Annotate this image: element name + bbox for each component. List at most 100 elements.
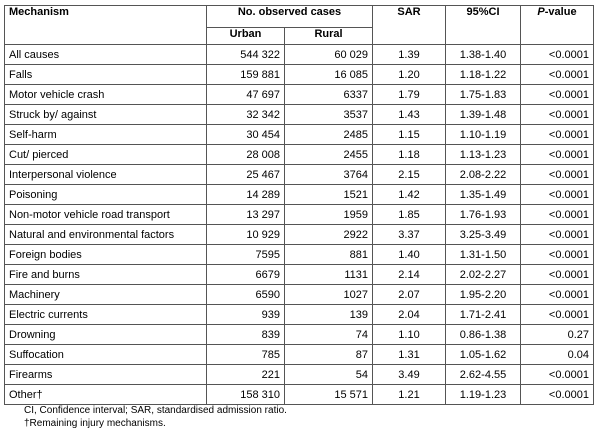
table-cell: Drowning bbox=[4, 324, 207, 345]
table-cell: 1.39-1.48 bbox=[445, 104, 521, 125]
table-cell: 839 bbox=[206, 324, 285, 345]
table-cell: Cut/ pierced bbox=[4, 144, 207, 165]
table-cell: 544 322 bbox=[206, 44, 285, 65]
table-cell: Motor vehicle crash bbox=[4, 84, 207, 105]
table-cell: 16 085 bbox=[284, 64, 373, 85]
table-cell: 2485 bbox=[284, 124, 373, 145]
table-cell: Other† bbox=[4, 384, 207, 405]
table-row: Electric currents 939 139 2.04 1.71-2.41 <0.0… bbox=[4, 304, 594, 325]
table-cell: <0.0001 bbox=[520, 224, 594, 245]
table-row: Foreign bodies 7595 881 1.40 1.31-1.50 <0.000… bbox=[4, 244, 594, 265]
footnote: †Remaining injury mechanisms. bbox=[24, 418, 166, 429]
table-cell: Natural and environmental factors bbox=[4, 224, 207, 245]
table-cell: 139 bbox=[284, 304, 373, 325]
table-cell: 30 454 bbox=[206, 124, 285, 145]
table-cell: 3537 bbox=[284, 104, 373, 125]
table-row: Natural and environmental factors 10 929 2… bbox=[4, 224, 594, 245]
table-cell: 25 467 bbox=[206, 164, 285, 185]
header-cell: P-value bbox=[520, 5, 594, 45]
table-cell: Falls bbox=[4, 64, 207, 85]
table-cell: Self-harm bbox=[4, 124, 207, 145]
table-cell: 2.04 bbox=[372, 304, 446, 325]
table-cell: 1.10 bbox=[372, 324, 446, 345]
table-cell: 60 029 bbox=[284, 44, 373, 65]
table-cell: 2.07 bbox=[372, 284, 446, 305]
table-cell: <0.0001 bbox=[520, 44, 594, 65]
table-row: All causes 544 322 60 029 1.39 1.38-1.40 <0.0… bbox=[4, 44, 594, 65]
table-cell: 28 008 bbox=[206, 144, 285, 165]
table-cell: 1.18-1.22 bbox=[445, 64, 521, 85]
table-cell: 1.20 bbox=[372, 64, 446, 85]
table-cell: 2.15 bbox=[372, 164, 446, 185]
table-cell: 158 310 bbox=[206, 384, 285, 405]
table-row: Firearms 221 54 3.49 2.62-4.55 <0.0001 bbox=[4, 364, 594, 385]
table-cell: Machinery bbox=[4, 284, 207, 305]
table-cell: 939 bbox=[206, 304, 285, 325]
table-cell: 2.02-2.27 bbox=[445, 264, 521, 285]
table-cell: Poisoning bbox=[4, 184, 207, 205]
table-cell: <0.0001 bbox=[520, 284, 594, 305]
table-cell: 2.62-4.55 bbox=[445, 364, 521, 385]
table-cell: 1.76-1.93 bbox=[445, 204, 521, 225]
table-cell: 1.75-1.83 bbox=[445, 84, 521, 105]
table-cell: Fire and burns bbox=[4, 264, 207, 285]
table-cell: 3.25-3.49 bbox=[445, 224, 521, 245]
table-cell: 54 bbox=[284, 364, 373, 385]
table-cell: 1.31 bbox=[372, 344, 446, 365]
table-cell: 47 697 bbox=[206, 84, 285, 105]
header-text: Mechanism bbox=[9, 6, 69, 19]
table-cell: 0.04 bbox=[520, 344, 594, 365]
header-text: No. observed cases bbox=[237, 6, 342, 19]
table-cell: 2455 bbox=[284, 144, 373, 165]
table-cell: 1131 bbox=[284, 264, 373, 285]
table-row: Fire and burns 6679 1131 2.14 2.02-2.27 <0.00… bbox=[4, 264, 594, 285]
table-row: Cut/ pierced 28 008 2455 1.18 1.13-1.23 <0.00… bbox=[4, 144, 594, 165]
table-row: Falls 159 881 16 085 1.20 1.18-1.22 <0.0001 bbox=[4, 64, 594, 85]
table-cell: Non-motor vehicle road transport bbox=[4, 204, 207, 225]
table-cell: 1.42 bbox=[372, 184, 446, 205]
table-cell: <0.0001 bbox=[520, 364, 594, 385]
table-cell: 1.31-1.50 bbox=[445, 244, 521, 265]
table-cell: 1.38-1.40 bbox=[445, 44, 521, 65]
header-cell: 95%CI bbox=[445, 5, 521, 45]
footnotes: CI, Confidence interval; SAR, standardis… bbox=[24, 404, 287, 430]
table-cell: 1.95-2.20 bbox=[445, 284, 521, 305]
table-body: All causes 544 322 60 029 1.39 1.38-1.40 <0.0… bbox=[4, 44, 594, 405]
header-text: -value bbox=[544, 6, 577, 19]
table-cell: 1.40 bbox=[372, 244, 446, 265]
table-cell: <0.0001 bbox=[520, 124, 594, 145]
table-cell: 87 bbox=[284, 344, 373, 365]
table-cell: 1959 bbox=[284, 204, 373, 225]
table-wrap: Mechanism No. observed cases SAR 95%CI P… bbox=[4, 5, 594, 405]
table-cell: 14 289 bbox=[206, 184, 285, 205]
table-row: Self-harm 30 454 2485 1.15 1.10-1.19 <0.0001 bbox=[4, 124, 594, 145]
table-row: Other† 158 310 15 571 1.21 1.19-1.23 <0.0001 bbox=[4, 384, 594, 405]
table-cell: 6337 bbox=[284, 84, 373, 105]
table-cell: Struck by/ against bbox=[4, 104, 207, 125]
table-cell: 3.49 bbox=[372, 364, 446, 385]
table-cell: 1.19-1.23 bbox=[445, 384, 521, 405]
table-cell: 6590 bbox=[206, 284, 285, 305]
table-cell: Interpersonal violence bbox=[4, 164, 207, 185]
table-cell: <0.0001 bbox=[520, 204, 594, 225]
table-cell: 2.08-2.22 bbox=[445, 164, 521, 185]
table-cell: 15 571 bbox=[284, 384, 373, 405]
table-cell: 785 bbox=[206, 344, 285, 365]
table-row: Machinery 6590 1027 2.07 1.95-2.20 <0.0001 bbox=[4, 284, 594, 305]
table-cell: 1.05-1.62 bbox=[445, 344, 521, 365]
table-cell: 159 881 bbox=[206, 64, 285, 85]
table-cell: 1.85 bbox=[372, 204, 446, 225]
header-text: 95%CI bbox=[466, 6, 500, 19]
table-cell: 1.35-1.49 bbox=[445, 184, 521, 205]
table-row: Drowning 839 74 1.10 0.86-1.38 0.27 bbox=[4, 324, 594, 345]
table-cell: <0.0001 bbox=[520, 164, 594, 185]
table-cell: 74 bbox=[284, 324, 373, 345]
table-cell: 2922 bbox=[284, 224, 373, 245]
table-cell: 6679 bbox=[206, 264, 285, 285]
table-row: Interpersonal violence 25 467 3764 2.15 2.08… bbox=[4, 164, 594, 185]
table-row: Poisoning 14 289 1521 1.42 1.35-1.49 <0.0001 bbox=[4, 184, 594, 205]
table-cell: 221 bbox=[206, 364, 285, 385]
header-text: P bbox=[537, 6, 545, 19]
table-row: Non-motor vehicle road transport 13 297 19… bbox=[4, 204, 594, 225]
table-cell: 1.71-2.41 bbox=[445, 304, 521, 325]
